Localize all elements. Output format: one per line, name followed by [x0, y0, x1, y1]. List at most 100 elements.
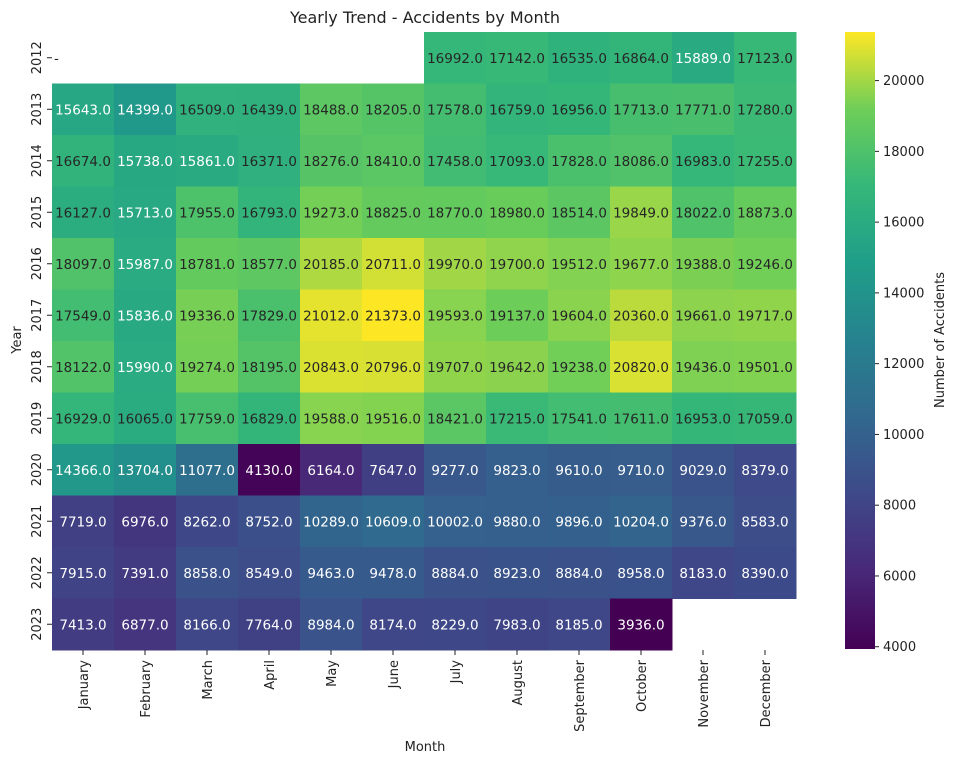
heatmap-cell — [176, 392, 239, 445]
x-tick-label: September — [573, 659, 588, 732]
cell-value-label: 16793.0 — [241, 205, 297, 221]
cell-value-label: 4130.0 — [245, 463, 292, 479]
heatmap-cell — [610, 444, 673, 496]
cell-value-label: 8984.0 — [307, 617, 354, 633]
cell-value-label: 17611.0 — [613, 411, 669, 427]
cell-value-label: 19246.0 — [737, 257, 793, 273]
cell-value-label: 14366.0 — [55, 463, 111, 479]
cell-value-label: 15836.0 — [117, 308, 173, 324]
cell-value-label: 20711.0 — [365, 257, 421, 273]
heatmap-cell — [486, 186, 549, 239]
x-tick-label: December — [759, 659, 774, 727]
heatmap-cell — [176, 444, 239, 496]
x-tick-label: May — [325, 660, 340, 687]
heatmap-cell — [734, 341, 797, 393]
heatmap-cell — [114, 341, 177, 393]
heatmap-cell — [610, 135, 673, 187]
cell-value-label: 18488.0 — [303, 102, 359, 118]
cell-value-label: 7391.0 — [121, 566, 168, 582]
x-tick-label: February — [139, 660, 154, 718]
colorbar-ticks: 4000 6000 8000 10000 12000 14000 16000 18000 200… — [875, 74, 924, 655]
cell-value-label: 9880.0 — [493, 514, 540, 530]
heatmap-cell — [114, 238, 177, 290]
cell-value-label: 8884.0 — [431, 566, 478, 582]
heatmap-cell — [548, 495, 611, 548]
heatmap-cell — [734, 392, 797, 445]
cell-value-label: 19388.0 — [675, 257, 731, 273]
cell-value-label: 15643.0 — [55, 102, 111, 118]
heatmap-cell — [300, 495, 363, 548]
heatmap-cell — [52, 238, 115, 290]
heatmap-cell — [176, 547, 239, 599]
heatmap-cell — [238, 289, 301, 342]
heatmap-cell — [176, 341, 239, 393]
heatmap-cell — [486, 392, 549, 445]
heatmap-cell — [424, 289, 487, 342]
heatmap-cell — [672, 547, 735, 599]
cell-value-label: 17059.0 — [737, 411, 793, 427]
cell-value-label: 19677.0 — [613, 257, 669, 273]
heatmap-cell — [672, 238, 735, 290]
heatmap-cell — [548, 444, 611, 496]
heatmap-cell — [52, 186, 115, 239]
heatmap-cell — [610, 598, 673, 651]
cell-value-label: 9029.0 — [679, 463, 726, 479]
cell-value-label: 19700.0 — [489, 257, 545, 273]
cell-value-label: 20820.0 — [613, 360, 669, 376]
cell-value-label: 16864.0 — [613, 51, 669, 67]
heatmap-cell — [300, 444, 363, 496]
cell-value-label: 14399.0 — [117, 102, 173, 118]
heatmap-cell — [672, 32, 735, 84]
cell-value-label: 19273.0 — [303, 205, 359, 221]
cell-value-label: 16956.0 — [551, 102, 607, 118]
heatmap-cell — [362, 135, 425, 187]
cell-value-label: 16759.0 — [489, 102, 545, 118]
heatmap-cell — [238, 495, 301, 548]
heatmap-cell — [176, 83, 239, 136]
cell-value-label: 19137.0 — [489, 308, 545, 324]
heatmap-cell — [362, 238, 425, 290]
heatmap-cell — [52, 444, 115, 496]
heatmap-cell — [238, 392, 301, 445]
cell-value-label: 20796.0 — [365, 360, 421, 376]
heatmap-cell — [176, 289, 239, 342]
heatmap-cell — [672, 135, 735, 187]
y-tick-label: 2018 — [30, 350, 45, 383]
heatmap-cell — [52, 598, 115, 651]
heatmap-cell — [52, 392, 115, 445]
heatmap-cell — [300, 83, 363, 136]
cell-value-label: 19512.0 — [551, 257, 607, 273]
x-tick-label: November — [697, 659, 712, 727]
heatmap-cell — [486, 32, 549, 84]
heatmap-cell — [114, 135, 177, 187]
heatmap-cell — [424, 135, 487, 187]
cell-value-label: 21373.0 — [365, 308, 421, 324]
heatmap-cell — [672, 186, 735, 239]
cell-value-label: 10289.0 — [303, 514, 359, 530]
heatmap-cell — [238, 83, 301, 136]
heatmap-cell — [362, 341, 425, 393]
heatmap-cell — [486, 547, 549, 599]
y-axis-label: Year — [10, 326, 25, 355]
cell-value-label: 19436.0 — [675, 360, 731, 376]
colorbar-label: Number of Accidents — [933, 272, 948, 408]
heatmap-cell — [424, 238, 487, 290]
cell-value-label: 19717.0 — [737, 308, 793, 324]
cell-value-label: 18825.0 — [365, 205, 421, 221]
heatmap-cell — [548, 32, 611, 84]
heatmap-cell — [734, 186, 797, 239]
cell-value-label: 18276.0 — [303, 154, 359, 170]
heatmap-cell — [362, 289, 425, 342]
heatmap-cell — [176, 598, 239, 651]
cell-value-label: 17215.0 — [489, 411, 545, 427]
cell-value-label: 8958.0 — [617, 566, 664, 582]
heatmap-cell — [300, 547, 363, 599]
heatmap-cell — [548, 238, 611, 290]
cell-value-label: 19604.0 — [551, 308, 607, 324]
cell-value-label: 18873.0 — [737, 205, 793, 221]
cell-value-label: 18195.0 — [241, 360, 297, 376]
cell-value-label: 9376.0 — [679, 514, 726, 530]
heatmap-cell — [176, 186, 239, 239]
cell-value-label: 19849.0 — [613, 205, 669, 221]
cell-value-label: 19274.0 — [179, 360, 235, 376]
